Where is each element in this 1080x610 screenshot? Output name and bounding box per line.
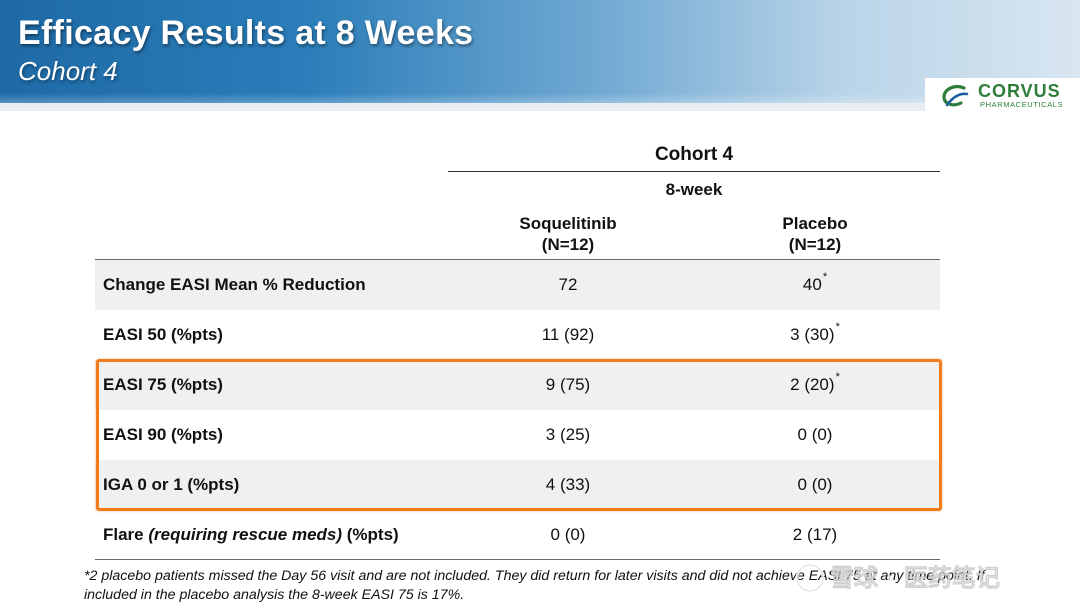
footer-rule [95, 559, 940, 560]
column-header-soquelitinib: Soquelitinib (N=12) [443, 213, 693, 255]
row-label: Change EASI Mean % Reduction [103, 275, 366, 294]
group-header-rule [448, 171, 940, 172]
snowball-icon [795, 563, 825, 593]
soquelitinib-value: 0 (0) [550, 525, 586, 544]
row-label: Flare (requiring rescue meds) (%pts) [103, 525, 399, 544]
footnote-marker: * [835, 371, 840, 383]
row-label: EASI 50 (%pts) [103, 325, 223, 344]
soquelitinib-value: 11 (92) [541, 325, 595, 344]
slide-subtitle: Cohort 4 [18, 56, 118, 86]
table-subgroup-header: 8-week [665, 180, 723, 199]
corvus-logo: CORVUS PHARMACEUTICALS [925, 78, 1080, 112]
footnote-marker: * [822, 271, 828, 283]
placebo-value: 0 (0) [797, 475, 833, 494]
slide-title: Efficacy Results at 8 Weeks [18, 14, 474, 52]
soquelitinib-value: 72 [558, 275, 578, 294]
soquelitinib-value: 3 (25) [545, 425, 591, 444]
soquelitinib-value: 9 (75) [545, 375, 591, 394]
header-divider [0, 103, 1080, 111]
table-row: Flare (requiring rescue meds) (%pts) 0 (… [95, 510, 940, 560]
column-name: Placebo [782, 214, 848, 233]
watermark-text: 雪球 · 医药笔记 [830, 564, 1000, 592]
logo-name: CORVUS [978, 81, 1061, 101]
placebo-value: 40* [802, 271, 828, 294]
placebo-value: 2 (20)* [790, 371, 840, 394]
footnote-marker: * [835, 321, 840, 333]
highlight-box [96, 359, 942, 511]
row-label: EASI 75 (%pts) [103, 375, 223, 394]
logo-tagline: PHARMACEUTICALS [980, 100, 1064, 109]
column-n: (N=12) [541, 235, 595, 254]
column-name: Soquelitinib [519, 214, 617, 233]
slide-header [0, 0, 1080, 103]
footnote: *2 placebo patients missed the Day 56 vi… [84, 568, 985, 603]
soquelitinib-value: 4 (33) [545, 475, 591, 494]
column-header-placebo: Placebo (N=12) [690, 213, 940, 255]
row-label: IGA 0 or 1 (%pts) [103, 475, 240, 494]
header-rule [95, 259, 940, 260]
table-group-header: Cohort 4 [654, 144, 734, 165]
placebo-value: 0 (0) [797, 425, 833, 444]
row-label: EASI 90 (%pts) [103, 425, 223, 444]
table-row: Change EASI Mean % Reduction 72 40* [95, 260, 940, 310]
placebo-value: 3 (30)* [790, 321, 840, 344]
placebo-value: 2 (17) [792, 525, 838, 544]
table-row: EASI 50 (%pts) 11 (92) 3 (30)* [95, 310, 940, 360]
table-row: IGA 0 or 1 (%pts) 4 (33) 0 (0) [95, 460, 940, 510]
column-n: (N=12) [788, 235, 842, 254]
corvus-logo-icon [942, 85, 969, 107]
watermark: 雪球 · 医药笔记 [795, 563, 1000, 593]
table-row: EASI 90 (%pts) 3 (25) 0 (0) [95, 410, 940, 460]
table-row: EASI 75 (%pts) 9 (75) 2 (20)* [95, 360, 940, 410]
